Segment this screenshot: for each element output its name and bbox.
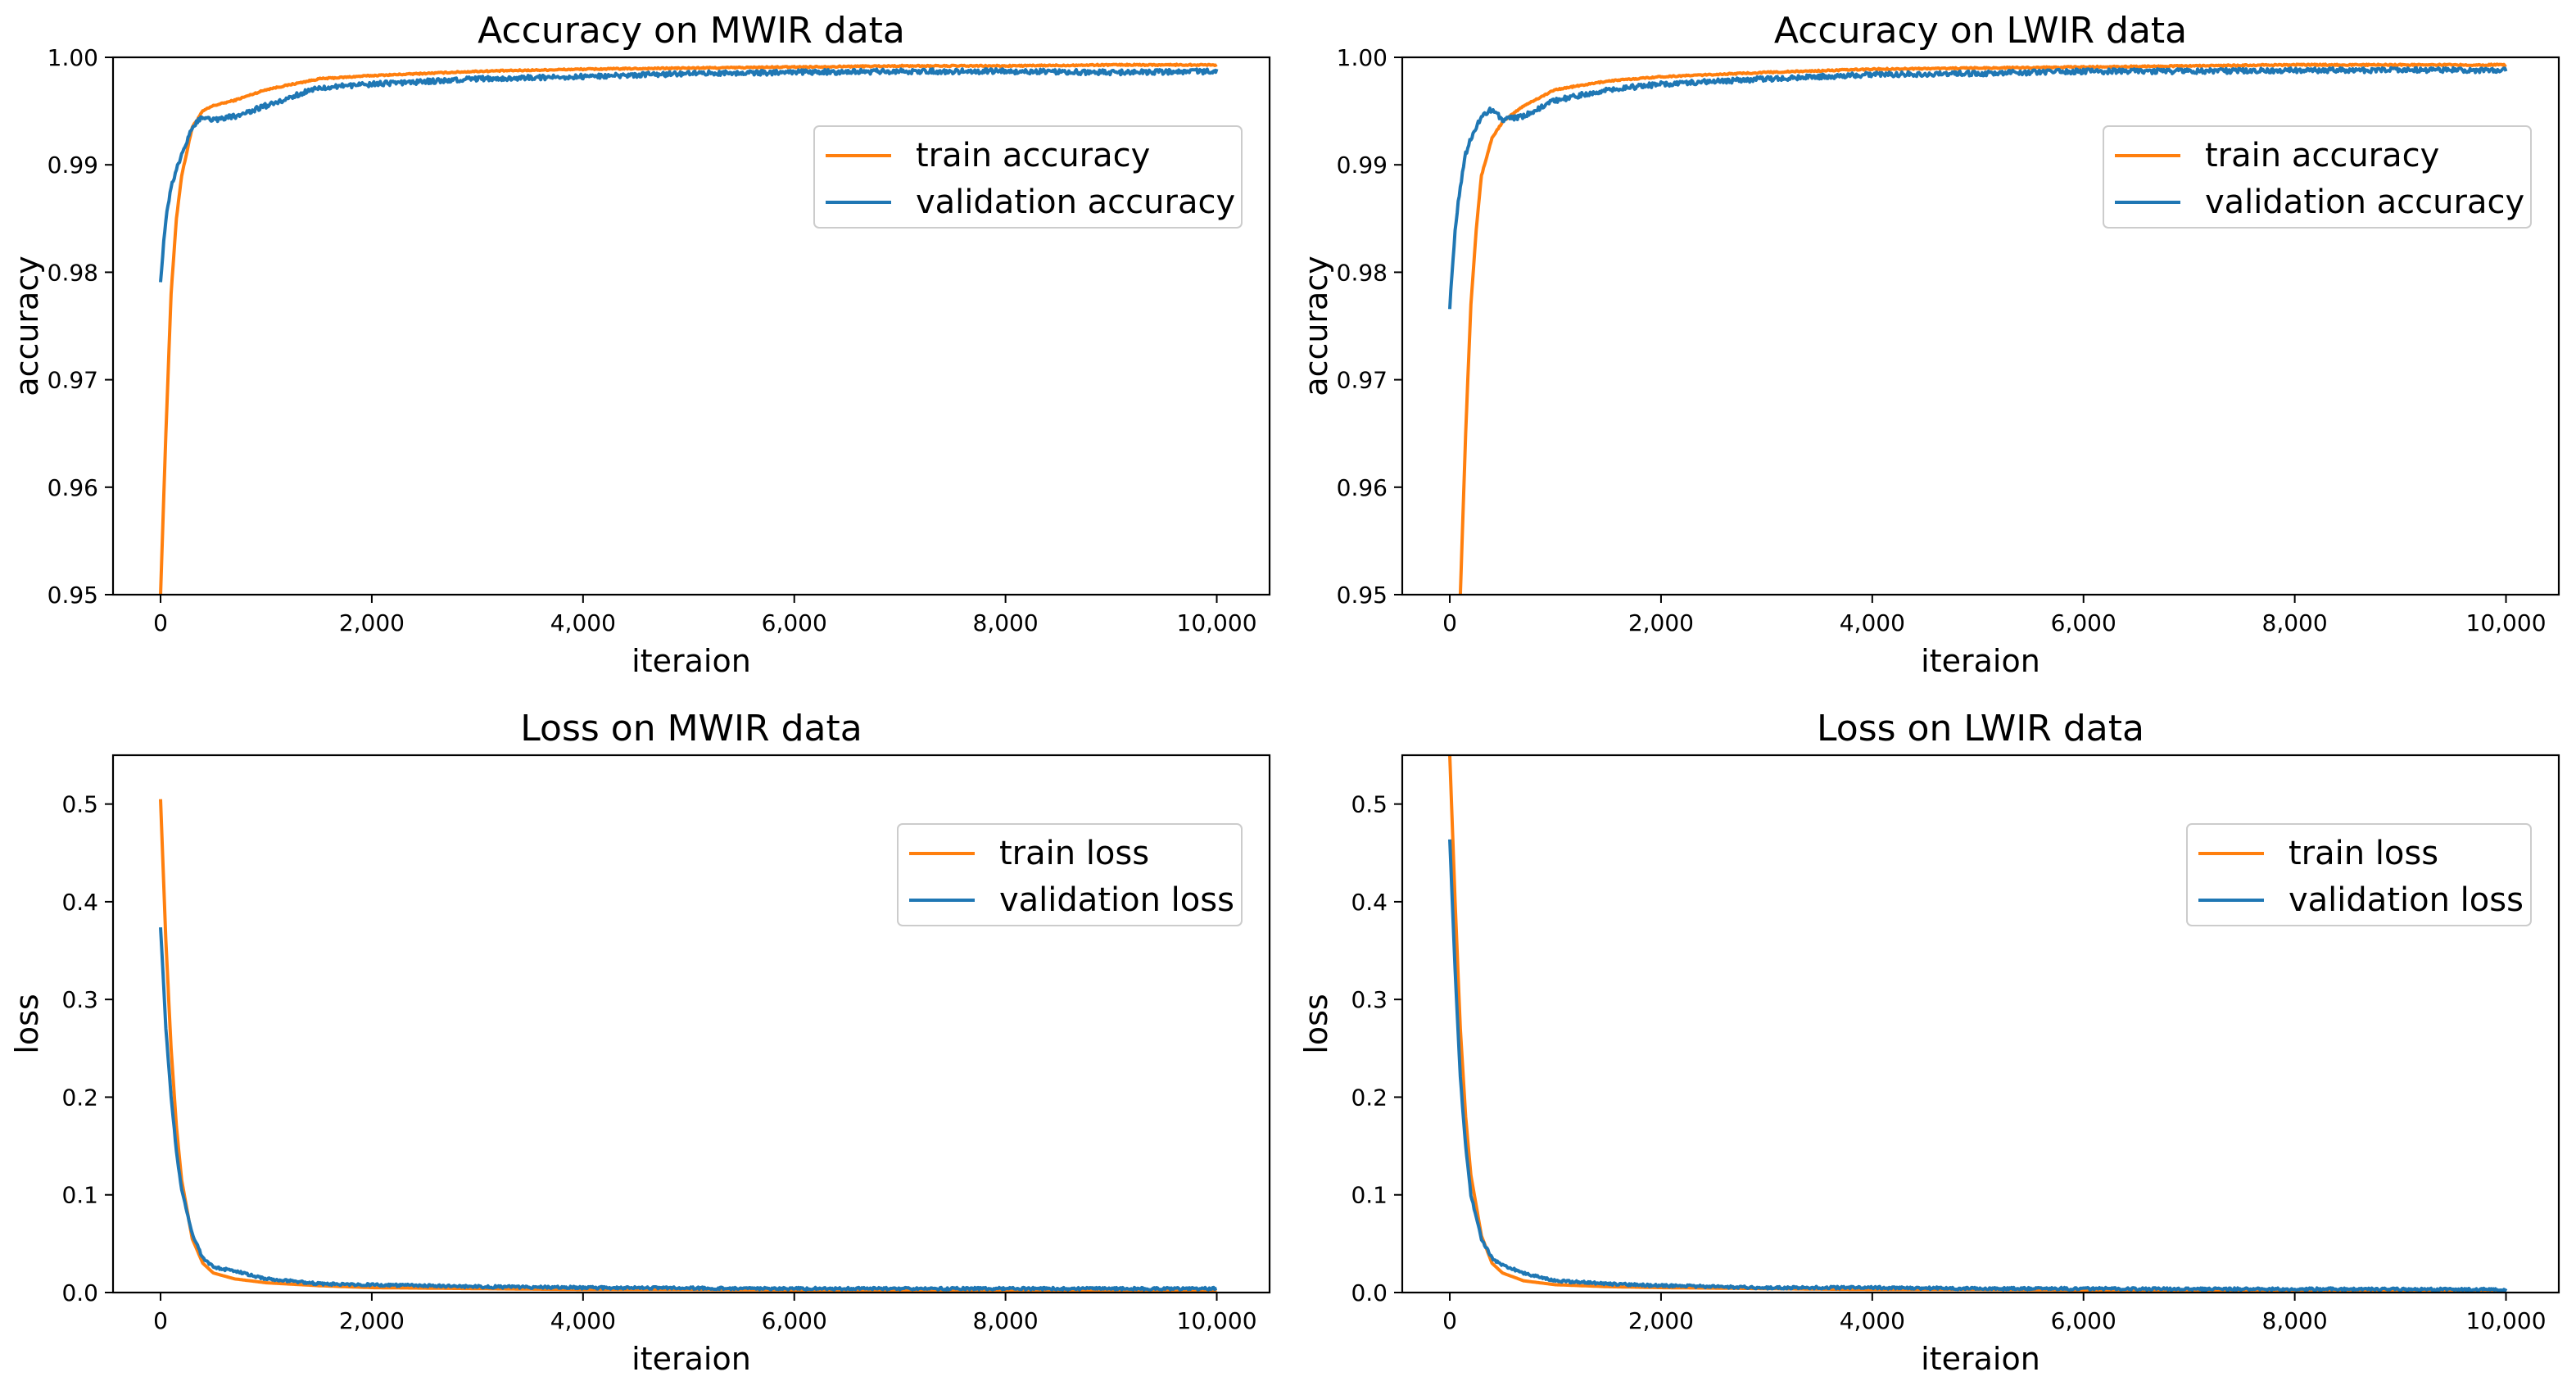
- y-axis-label: accuracy: [9, 256, 45, 396]
- x-tick-label: 6,000: [2051, 1307, 2116, 1334]
- y-tick-label: 0.4: [1351, 889, 1388, 916]
- legend-label-validation: validation loss: [999, 881, 1234, 919]
- legend-box: [897, 823, 1243, 926]
- legend-label-validation: validation accuracy: [2205, 183, 2524, 221]
- legend-box: [2103, 125, 2532, 229]
- x-tick-label: 2,000: [339, 1307, 405, 1334]
- y-tick-label: 0.95: [1337, 582, 1388, 609]
- y-tick-label: 0.2: [1351, 1084, 1388, 1111]
- legend-label-validation: validation loss: [2289, 881, 2524, 919]
- y-tick-label: 0.1: [61, 1182, 98, 1209]
- y-axis-label: loss: [1298, 994, 1334, 1053]
- x-axis-label: iteraion: [632, 643, 751, 679]
- x-tick-label: 8,000: [973, 1307, 1039, 1334]
- x-tick-label: 4,000: [550, 609, 616, 636]
- x-tick-label: 8,000: [2262, 609, 2328, 636]
- series-line-validation: [1448, 66, 2508, 310]
- legend: train loss validation loss: [897, 823, 1243, 926]
- series-line-train: [159, 62, 1218, 595]
- x-tick-label: 8,000: [973, 609, 1039, 636]
- legend: train accuracy validation accuracy: [813, 125, 1243, 229]
- x-tick-label: 0: [1442, 609, 1457, 636]
- y-tick-label: 0.98: [48, 259, 98, 286]
- y-tick-label: 0.97: [1337, 367, 1388, 394]
- chart-acc-lwir: 0 2,000 4,000 6,000 8,000 10,000 0.95 0.96 0.97 0…: [1298, 10, 2560, 679]
- x-tick-label: 6,000: [2051, 609, 2116, 636]
- legend-box: [2186, 823, 2532, 926]
- y-tick-label: 0.98: [1337, 259, 1388, 286]
- y-tick-label: 0.3: [1351, 986, 1388, 1013]
- x-tick-label: 6,000: [762, 609, 827, 636]
- series-line-validation: [159, 927, 1218, 1292]
- y-tick-label: 1.00: [48, 44, 98, 71]
- y-tick-label: 0.99: [48, 152, 98, 179]
- y-tick-label: 0.96: [1337, 474, 1388, 501]
- x-tick-label: 2,000: [1628, 1307, 1694, 1334]
- y-tick-label: 0.99: [1337, 152, 1388, 179]
- legend-box: [813, 125, 1243, 229]
- legend-label-train: train loss: [2289, 835, 2438, 872]
- x-tick-label: 2,000: [339, 609, 405, 636]
- y-tick-label: 0.4: [61, 889, 98, 916]
- legend: train loss validation loss: [2186, 823, 2532, 926]
- chart-title: Loss on LWIR data: [1817, 708, 2144, 749]
- chart-acc-mwir: 0 2,000 4,000 6,000 8,000 10,000 0.95 0.96 0.97 0…: [9, 10, 1271, 679]
- chart-loss-mwir: 0 2,000 4,000 6,000 8,000 10,000 0.0 0.1 0.2 0.3 0…: [9, 708, 1271, 1377]
- x-tick-label: 6,000: [762, 1307, 827, 1334]
- x-tick-label: 4,000: [1840, 609, 1905, 636]
- legend-label-validation: validation accuracy: [916, 183, 1235, 221]
- x-tick-label: 4,000: [1840, 1307, 1905, 1334]
- x-tick-label: 10,000: [2466, 1307, 2547, 1334]
- y-axis-label: loss: [9, 994, 45, 1053]
- plot-frame: [1401, 754, 2560, 1294]
- x-axis-label: iteraion: [1921, 1341, 2040, 1377]
- series-line-validation: [159, 67, 1219, 283]
- series-line-train: [1458, 62, 2507, 595]
- x-tick-label: 2,000: [1628, 609, 1694, 636]
- x-tick-label: 4,000: [550, 1307, 616, 1334]
- legend-label-train: train accuracy: [2205, 137, 2439, 174]
- chart-title: Accuracy on LWIR data: [1774, 10, 2187, 52]
- y-tick-label: 0.2: [61, 1084, 98, 1111]
- y-tick-label: 0.96: [48, 474, 98, 501]
- plot-frame: [111, 56, 1271, 596]
- x-tick-label: 10,000: [1177, 1307, 1257, 1334]
- y-tick-label: 0.97: [48, 367, 98, 394]
- y-axis-label: accuracy: [1298, 256, 1334, 396]
- x-axis-label: iteraion: [632, 1341, 751, 1377]
- y-tick-label: 0.3: [61, 986, 98, 1013]
- plot-frame: [111, 754, 1271, 1294]
- y-tick-label: 0.1: [1351, 1182, 1388, 1209]
- y-tick-label: 0.5: [61, 791, 98, 818]
- x-tick-label: 0: [1442, 1307, 1457, 1334]
- chart-title: Loss on MWIR data: [520, 708, 862, 749]
- legend-label-train: train accuracy: [916, 137, 1150, 174]
- chart-loss-lwir: 0 2,000 4,000 6,000 8,000 10,000 0.0 0.1 0.2 0.3 0…: [1298, 708, 2560, 1377]
- y-tick-label: 0.0: [1351, 1279, 1388, 1306]
- y-tick-label: 0.0: [61, 1279, 98, 1306]
- x-axis-label: iteraion: [1921, 643, 2040, 679]
- legend-label-train: train loss: [999, 835, 1149, 872]
- x-tick-label: 8,000: [2262, 1307, 2328, 1334]
- chart-title: Accuracy on MWIR data: [478, 10, 905, 52]
- y-tick-label: 1.00: [1337, 44, 1388, 71]
- y-tick-label: 0.95: [48, 582, 98, 609]
- x-tick-label: 10,000: [2466, 609, 2547, 636]
- x-tick-label: 10,000: [1177, 609, 1257, 636]
- x-tick-label: 0: [153, 1307, 168, 1334]
- legend: train accuracy validation accuracy: [2103, 125, 2532, 229]
- plot-frame: [1401, 56, 2560, 596]
- y-tick-label: 0.5: [1351, 791, 1388, 818]
- x-tick-label: 0: [153, 609, 168, 636]
- series-line-validation: [1448, 839, 2508, 1293]
